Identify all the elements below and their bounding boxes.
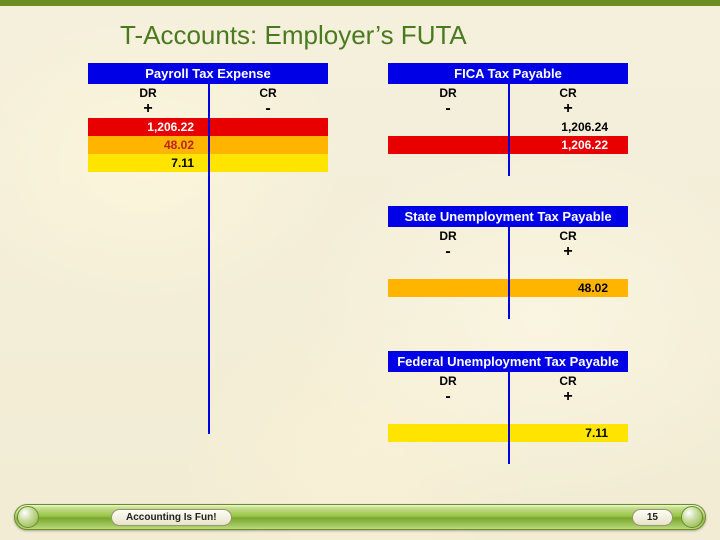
t-account-header: State Unemployment Tax Payable — [388, 206, 628, 227]
page-title: T-Accounts: Employer’s FUTA — [0, 6, 720, 51]
dr-cell — [388, 424, 502, 442]
cr-column: CR - — [208, 84, 328, 118]
t-account-state-unemployment: State Unemployment Tax Payable DR - CR +… — [388, 206, 628, 297]
dr-label: DR — [388, 229, 508, 243]
dr-cell: 48.02 — [88, 136, 202, 154]
cr-column: CR + — [508, 84, 628, 118]
t-account-federal-unemployment: Federal Unemployment Tax Payable DR - CR… — [388, 351, 628, 442]
dr-cell — [388, 261, 502, 279]
t-account-divider — [508, 84, 510, 176]
cr-sign: - — [208, 100, 328, 118]
cr-label: CR — [508, 86, 628, 100]
dr-column: DR - — [388, 227, 508, 261]
cr-label: CR — [208, 86, 328, 100]
cr-cell: 48.02 — [502, 279, 628, 297]
dr-column: DR + — [88, 84, 208, 118]
dr-cell — [388, 118, 502, 136]
t-account-header: Payroll Tax Expense — [88, 63, 328, 84]
footer-cap-right — [681, 506, 703, 528]
dr-label: DR — [388, 374, 508, 388]
cr-cell: 7.11 — [502, 424, 628, 442]
footer-cap-left — [17, 506, 39, 528]
t-account-header: FICA Tax Payable — [388, 63, 628, 84]
footer-bar: Accounting Is Fun! 15 — [14, 504, 706, 530]
cr-cell: 1,206.24 — [502, 118, 628, 136]
cr-cell — [502, 261, 628, 279]
cr-label: CR — [508, 374, 628, 388]
dr-column: DR - — [388, 372, 508, 406]
t-account-divider — [508, 372, 510, 464]
dr-column: DR - — [388, 84, 508, 118]
dr-cell: 1,206.22 — [88, 118, 202, 136]
dr-sign: - — [388, 243, 508, 261]
cr-cell — [202, 154, 328, 172]
cr-cell: 1,206.22 — [502, 136, 628, 154]
t-account-header: Federal Unemployment Tax Payable — [388, 351, 628, 372]
dr-cell — [388, 136, 502, 154]
dr-cell — [388, 279, 502, 297]
cr-sign: + — [508, 243, 628, 261]
t-account-divider — [208, 84, 210, 434]
cr-cell — [202, 136, 328, 154]
cr-label: CR — [508, 229, 628, 243]
t-account-fica-tax-payable: FICA Tax Payable DR - CR + 1,206.24 1,20… — [388, 63, 628, 154]
dr-sign: + — [88, 100, 208, 118]
cr-cell — [202, 118, 328, 136]
dr-label: DR — [88, 86, 208, 100]
dr-sign: - — [388, 388, 508, 406]
t-account-divider — [508, 227, 510, 319]
cr-sign: + — [508, 100, 628, 118]
cr-sign: + — [508, 388, 628, 406]
accounts-area: Payroll Tax Expense DR + CR - 1,206.22 4… — [0, 51, 720, 491]
dr-cell — [388, 406, 502, 424]
cr-column: CR + — [508, 372, 628, 406]
dr-cell: 7.11 — [88, 154, 202, 172]
footer-text: Accounting Is Fun! — [111, 509, 232, 526]
dr-sign: - — [388, 100, 508, 118]
page-number: 15 — [632, 509, 673, 526]
t-account-payroll-tax-expense: Payroll Tax Expense DR + CR - 1,206.22 4… — [88, 63, 328, 172]
cr-column: CR + — [508, 227, 628, 261]
cr-cell — [502, 406, 628, 424]
dr-label: DR — [388, 86, 508, 100]
